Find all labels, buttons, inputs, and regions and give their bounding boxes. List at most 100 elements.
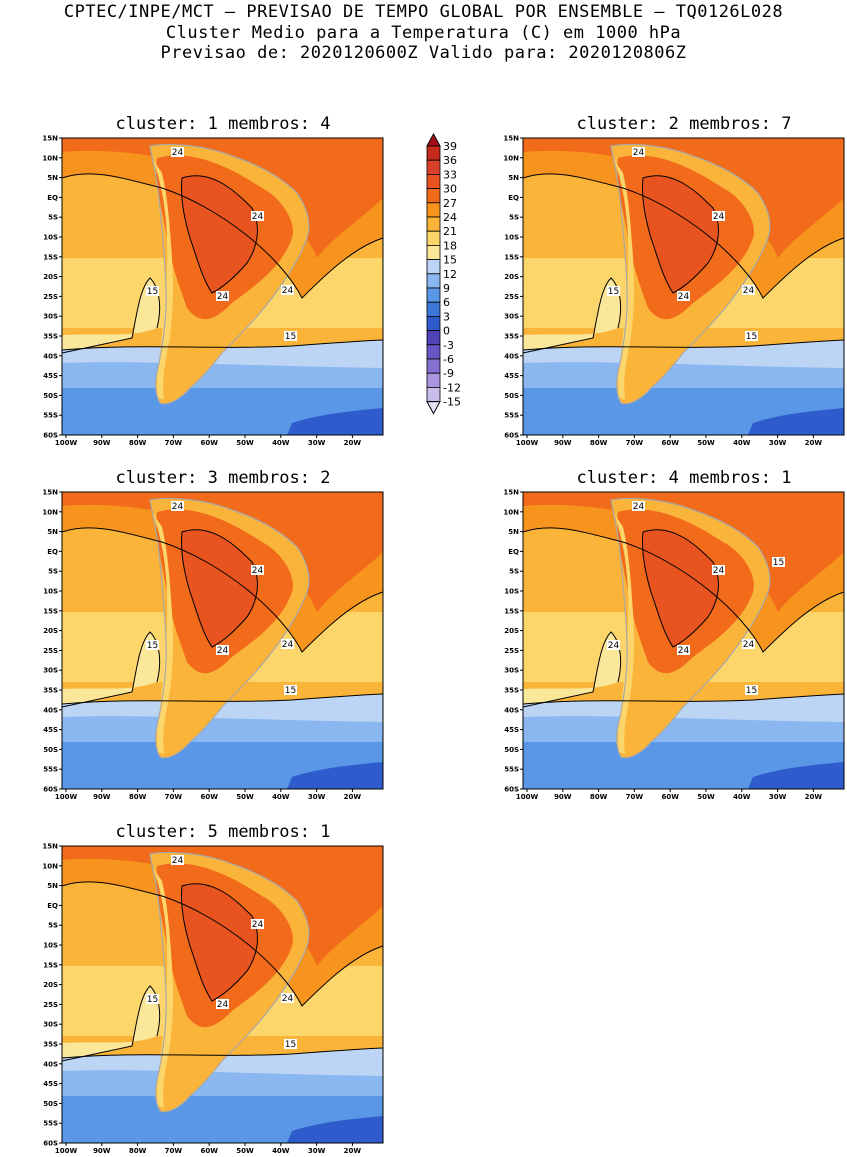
colorbar-swatch — [426, 216, 441, 232]
lat-tick-label: 30S — [43, 1021, 58, 1029]
colorbar-swatch — [426, 145, 441, 161]
lat-tick-label: 15S — [43, 961, 58, 969]
lon-tick-label: 20W — [805, 439, 823, 447]
lon-tick-label: 20W — [344, 1147, 362, 1155]
lat-tick-label: 10S — [43, 588, 58, 596]
lat-tick-label: 30S — [504, 667, 519, 675]
lat-tick-label: 60S — [504, 786, 519, 794]
lon-tick-label: 100W — [55, 1147, 78, 1155]
contour-label: 24 — [678, 292, 690, 302]
lat-tick-label: 45S — [43, 1080, 58, 1088]
lon-tick-label: 30W — [308, 1147, 326, 1155]
lat-tick-label: 20S — [43, 273, 58, 281]
lat-tick-label: 45S — [504, 372, 519, 380]
map-panel-cluster-5: 24 24 24 24 15 15 15N 10N 5N EQ 5S 10S 15S 20S 25S 30S 3… — [42, 843, 384, 1155]
header-subtitle: Cluster Medio para a Temperatura (C) em … — [165, 23, 682, 43]
map-panel-cluster-4: 24 24 24 24 24 15 15 15N 10N 5N EQ 5S 10S 15S 20S 25S 30… — [503, 489, 845, 801]
lat-tick-label: 30S — [43, 667, 58, 675]
lon-tick-label: 80W — [590, 793, 608, 801]
lat-tick-label: 5S — [509, 214, 519, 222]
lon-tick-label: 20W — [344, 439, 362, 447]
contour-label: 15 — [608, 287, 619, 297]
lon-tick-label: 70W — [165, 793, 183, 801]
lon-tick-label: 60W — [200, 1147, 218, 1155]
lat-tick-label: 45S — [504, 726, 519, 734]
panel-1-title: cluster: 1 membros: 4 — [115, 114, 331, 134]
colorbar-label: 9 — [443, 282, 450, 295]
lat-tick-label: 10S — [504, 234, 519, 242]
lat-tick-label: 20S — [504, 627, 519, 635]
lon-tick-label: 50W — [236, 1147, 254, 1155]
lon-tick-label: 50W — [236, 793, 254, 801]
lon-tick-label: 40W — [272, 793, 290, 801]
colorbar-swatch — [426, 372, 441, 388]
contour-label: 15 — [147, 287, 158, 297]
colorbar-swatch — [426, 358, 441, 374]
colorbar-label: 33 — [443, 168, 457, 181]
lon-tick-label: 90W — [554, 793, 572, 801]
colorbar-swatch — [426, 245, 441, 261]
lat-tick-label: 60S — [43, 432, 58, 440]
panel-3-title: cluster: 3 membros: 2 — [115, 468, 331, 488]
lat-tick-label: 15S — [504, 607, 519, 615]
contour-label: 24 — [217, 1000, 229, 1010]
lon-tick-label: 100W — [55, 793, 78, 801]
contour-label: 24 — [252, 566, 264, 576]
lat-tick-label: 10N — [503, 154, 519, 162]
lat-tick-label: 50S — [43, 1100, 58, 1108]
colorbar-swatch — [426, 259, 441, 275]
colorbar-label: 24 — [443, 211, 457, 224]
contour-label: 24 — [217, 646, 229, 656]
lat-tick-label: 5N — [508, 174, 519, 182]
lat-tick-label: 55S — [43, 766, 58, 774]
colorbar-label: 6 — [443, 296, 450, 309]
colorbar-label: 0 — [443, 325, 450, 338]
lat-tick-label: 40S — [43, 1060, 58, 1068]
lon-tick-label: 20W — [805, 793, 823, 801]
lat-tick-label: 5S — [48, 568, 58, 576]
colorbar-swatch — [426, 174, 441, 190]
lat-tick-label: 45S — [43, 372, 58, 380]
lat-tick-label: 55S — [43, 1120, 58, 1128]
lon-tick-label: 90W — [554, 439, 572, 447]
contour-label: 24 — [217, 292, 229, 302]
contour-label: 24 — [713, 212, 725, 222]
lon-tick-label: 40W — [272, 439, 290, 447]
lon-tick-label: 40W — [272, 1147, 290, 1155]
contour-label: 24 — [713, 566, 725, 576]
lat-tick-label: 25S — [504, 647, 519, 655]
lat-tick-label: 10S — [504, 588, 519, 596]
colorbar-label: -12 — [443, 381, 461, 394]
lat-tick-label: 35S — [504, 333, 519, 341]
lat-tick-label: 15N — [42, 489, 58, 497]
lat-tick-label: 10N — [42, 862, 58, 870]
contour-label: 15 — [746, 686, 757, 696]
contour-label: 24 — [282, 640, 294, 650]
contour-label: 15 — [773, 558, 784, 568]
lon-tick-label: 70W — [626, 793, 644, 801]
lat-tick-label: 40S — [504, 352, 519, 360]
lat-tick-label: 15S — [43, 607, 58, 615]
lon-tick-label: 80W — [129, 793, 147, 801]
lon-tick-label: 40W — [733, 793, 751, 801]
contour-label: 24 — [608, 641, 620, 651]
colorbar-label: 27 — [443, 197, 457, 210]
lat-tick-label: 15S — [504, 253, 519, 261]
lat-tick-label: 10N — [503, 508, 519, 516]
colorbar-label: 39 — [443, 140, 457, 153]
colorbar-swatch — [426, 230, 441, 246]
contour-label: 24 — [172, 148, 184, 158]
colorbar-swatch — [426, 273, 441, 289]
colorbar-swatch — [426, 344, 441, 360]
lon-tick-label: 70W — [165, 1147, 183, 1155]
lon-tick-label: 30W — [769, 793, 787, 801]
header-title: CPTEC/INPE/MCT – PREVISAO DE TEMPO GLOBA… — [63, 2, 784, 22]
lat-tick-label: 35S — [43, 687, 58, 695]
lat-tick-label: 10N — [42, 508, 58, 516]
lon-tick-label: 70W — [165, 439, 183, 447]
lat-tick-label: 55S — [504, 766, 519, 774]
lon-tick-label: 100W — [516, 439, 539, 447]
lat-tick-label: 35S — [504, 687, 519, 695]
lon-tick-label: 30W — [308, 439, 326, 447]
colorbar-swatch — [426, 188, 441, 204]
